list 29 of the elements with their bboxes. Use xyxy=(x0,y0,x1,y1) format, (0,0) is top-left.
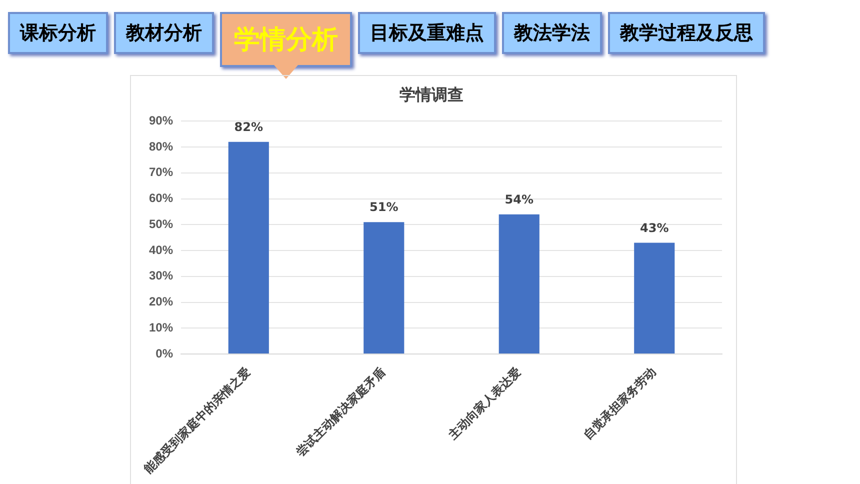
x-tick-label: 自觉承担家务劳动 xyxy=(580,364,659,442)
x-tick-label: 尝试主动解决家庭矛盾 xyxy=(293,364,388,460)
text: 目标及重难点 xyxy=(358,12,496,54)
bar xyxy=(498,214,540,354)
text: 教材分析 xyxy=(114,12,214,54)
data-label: 51% xyxy=(370,200,398,214)
data-label: 54% xyxy=(504,192,534,206)
y-tick-label: 30% xyxy=(148,268,174,283)
x-tick-label: 能感受到家庭中的亲情之爱 xyxy=(141,364,253,476)
y-tick-label: 10% xyxy=(148,320,174,334)
data-label: 43% xyxy=(640,220,669,235)
y-tick-label: 70% xyxy=(148,165,174,180)
bar xyxy=(228,142,269,354)
y-tick-label: 90% xyxy=(148,114,174,128)
data-label: 82% xyxy=(234,120,264,134)
bar xyxy=(364,222,404,354)
text: 学情分析 xyxy=(220,12,352,67)
x-tick-label: 主动向家人表达爱 xyxy=(444,364,524,444)
y-tick-label: 0% xyxy=(156,346,174,360)
y-tick-label: 80% xyxy=(148,139,174,154)
y-tick-label: 60% xyxy=(148,191,174,206)
text: 教法学法 xyxy=(502,12,602,54)
y-tick-label: 50% xyxy=(148,216,174,231)
bar xyxy=(634,242,675,354)
text: 课标分析 xyxy=(8,12,108,54)
y-tick-label: 20% xyxy=(148,294,174,309)
y-tick-label: 40% xyxy=(148,242,174,257)
chart-title: 学情调查 xyxy=(400,86,464,104)
text: 教学过程及反思 xyxy=(608,12,765,54)
